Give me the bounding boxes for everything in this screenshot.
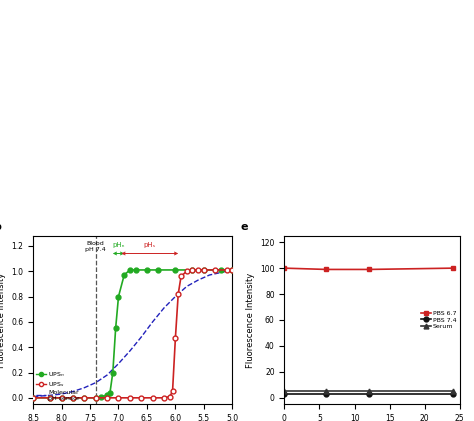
Line: Serum: Serum <box>282 389 455 394</box>
PBS 7.4 <box>324 391 329 396</box>
Legend: PBS 6.7, PBS 7.4, Serum: PBS 6.7, PBS 7.4, Serum <box>421 311 456 329</box>
PBS 6.7 <box>366 267 372 272</box>
Text: e: e <box>240 222 248 232</box>
PBS 7.4 <box>366 391 372 396</box>
Legend: UPS$_n$, UPS$_s$, Molecular
pH sensor: UPS$_n$, UPS$_s$, Molecular pH sensor <box>36 370 80 401</box>
Y-axis label: Fluorescence Intensity: Fluorescence Intensity <box>0 272 6 368</box>
Serum <box>282 389 287 394</box>
Y-axis label: Fluorescence Intensity: Fluorescence Intensity <box>246 272 255 368</box>
PBS 7.4 <box>282 391 287 396</box>
Text: pHₙ: pHₙ <box>112 242 125 248</box>
Line: PBS 7.4: PBS 7.4 <box>282 392 455 396</box>
Serum <box>324 389 329 394</box>
PBS 6.7 <box>324 267 329 272</box>
PBS 7.4 <box>450 391 456 396</box>
Text: b: b <box>0 222 1 232</box>
Text: pHₛ: pHₛ <box>144 242 156 248</box>
Serum <box>366 389 372 394</box>
PBS 6.7 <box>450 266 456 271</box>
PBS 6.7 <box>282 266 287 271</box>
Serum <box>450 389 456 394</box>
Line: PBS 6.7: PBS 6.7 <box>282 266 455 272</box>
Text: Blood
pH 7.4: Blood pH 7.4 <box>85 241 106 252</box>
